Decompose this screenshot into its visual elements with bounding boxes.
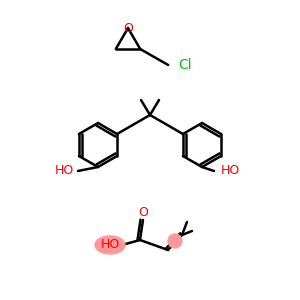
Text: HO: HO (100, 238, 120, 251)
Ellipse shape (168, 234, 182, 248)
Text: Cl: Cl (178, 58, 192, 72)
Text: HO: HO (54, 164, 74, 178)
Text: O: O (123, 22, 133, 34)
Text: O: O (138, 206, 148, 220)
Ellipse shape (95, 236, 125, 254)
Text: HO: HO (220, 164, 240, 178)
